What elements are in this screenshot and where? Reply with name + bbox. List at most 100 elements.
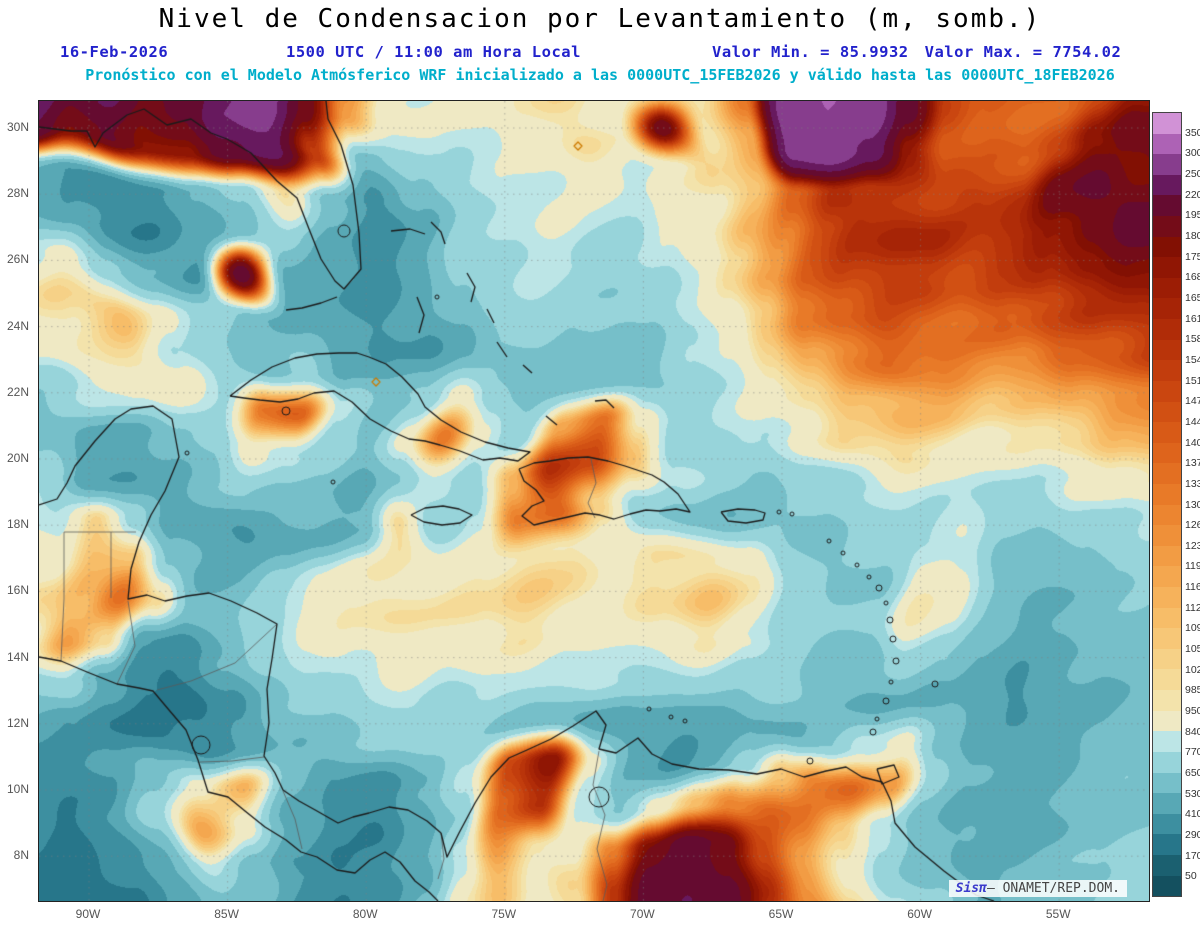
colorbar-cell xyxy=(1153,793,1181,814)
colorbar-cell xyxy=(1153,628,1181,649)
colorbar-tick-label: 3000 xyxy=(1185,147,1200,160)
colorbar-tick-label: 1440 xyxy=(1185,415,1200,428)
value-max: Valor Max. = 7754.02 xyxy=(924,43,1122,61)
colorbar-cell xyxy=(1153,401,1181,423)
watermark-brand: Sisπ xyxy=(955,881,987,896)
colorbar-tick-label: 840 xyxy=(1185,725,1200,738)
colorbar-cell xyxy=(1153,154,1181,175)
colorbar-cell xyxy=(1153,710,1181,732)
colorbar-cell xyxy=(1153,587,1181,608)
colorbar-cell xyxy=(1153,380,1181,402)
colorbar-tick-label: 1750 xyxy=(1185,250,1200,263)
lon-tick-label: 90W xyxy=(75,907,101,921)
colorbar-tick-label: 1405 xyxy=(1185,436,1200,449)
colorbar-tick-label: 1615 xyxy=(1185,312,1200,325)
page-title: Nivel de Condensacion por Levantamiento … xyxy=(158,4,1042,34)
value-min: Valor Min. = 85.9932 xyxy=(712,43,909,61)
colorbar-tick-label: 1265 xyxy=(1185,519,1200,532)
colorbar-cell xyxy=(1153,277,1181,299)
colorbar-cell xyxy=(1153,298,1181,320)
colorbar-cell xyxy=(1153,545,1181,567)
colorbar-tick-label: 1300 xyxy=(1185,498,1200,511)
colorbar-cell xyxy=(1153,834,1181,855)
colorbar-cell xyxy=(1153,690,1181,711)
colorbar-cell xyxy=(1153,669,1181,691)
colorbar-tick-label: 1685 xyxy=(1185,271,1200,284)
colorbar-tick-label: 410 xyxy=(1185,808,1200,821)
colorbar-tick-label: 1160 xyxy=(1185,581,1200,594)
forecast-date: 16-Feb-2026 xyxy=(60,43,169,61)
colorbar-tick-label: 1335 xyxy=(1185,477,1200,490)
colorbar-cell xyxy=(1153,854,1181,876)
colorbar-cell xyxy=(1153,442,1181,464)
lat-tick-label: 20N xyxy=(6,451,29,465)
colorbar-cell xyxy=(1153,504,1181,526)
colorbar-cell xyxy=(1153,772,1181,794)
colorbar-tick-label: 950 xyxy=(1185,705,1200,718)
lon-tick-label: 60W xyxy=(907,907,932,921)
lat-tick-label: 30N xyxy=(6,120,29,134)
colorbar-cell xyxy=(1153,648,1181,670)
colorbar-tick-label: 1370 xyxy=(1185,457,1200,470)
colorbar-tick-label: 1510 xyxy=(1185,374,1200,387)
colorbar-tick-label: 290 xyxy=(1185,829,1200,842)
lat-tick-label: 22N xyxy=(6,384,29,399)
colorbar-tick-label: 530 xyxy=(1185,787,1200,800)
colorbar-cell xyxy=(1153,813,1181,835)
colorbar-tick-label: 1195 xyxy=(1185,560,1200,573)
field-canvas xyxy=(39,101,1149,901)
colorbar-cell xyxy=(1153,360,1181,381)
lon-tick-label: 65W xyxy=(768,907,794,921)
colorbar-tick-label: 170 xyxy=(1185,849,1200,862)
lat-tick-label: 28N xyxy=(6,186,29,201)
colorbar-tick-label: 1545 xyxy=(1185,353,1200,366)
colorbar-tick-label: 770 xyxy=(1185,746,1200,759)
lon-tick-label: 70W xyxy=(630,907,655,921)
lat-tick-label: 18N xyxy=(6,517,29,532)
colorbar-cell xyxy=(1153,525,1181,546)
lat-tick-label: 12N xyxy=(6,715,29,730)
minmax-values: Valor Min. = 85.9932 Valor Max. = 7754.02 xyxy=(712,43,1121,61)
lat-axis: 30N 28N 26N 24N 22N 20N 18N 16N 14N 12N 10N 8N xyxy=(0,100,34,900)
colorbar-cell xyxy=(1153,731,1181,752)
lon-tick-label: 75W xyxy=(491,907,517,921)
colorbar-tick-label: 985 xyxy=(1185,684,1200,697)
lon-tick-label: 85W xyxy=(214,907,239,921)
colorbar-tick-label: 1230 xyxy=(1185,539,1200,552)
colorbar-tick-label: 1055 xyxy=(1185,643,1200,656)
colorbar-labels: 3500 3000 2500 2200 1950 1800 1750 1685 1650 1615… xyxy=(1185,112,1200,897)
colorbar-cell xyxy=(1153,319,1181,340)
colorbar-cell xyxy=(1153,751,1181,773)
colorbar-cell xyxy=(1153,875,1181,897)
colorbar-tick-label: 1650 xyxy=(1185,291,1200,304)
colorbar-cell xyxy=(1153,113,1181,134)
forecast-time: 1500 UTC / 11:00 am Hora Local xyxy=(286,43,581,61)
colorbar-tick-label: 3500 xyxy=(1185,126,1200,139)
colorbar-tick-label: 2500 xyxy=(1185,167,1200,180)
colorbar-tick-label: 650 xyxy=(1185,767,1200,780)
lon-tick-label: 80W xyxy=(352,907,378,921)
colorbar-cell xyxy=(1153,216,1181,237)
colorbar-cell xyxy=(1153,422,1181,443)
colorbar-tick-label: 1580 xyxy=(1185,333,1200,346)
colorbar-cells xyxy=(1152,112,1182,897)
colorbar-tick-label: 1090 xyxy=(1185,622,1200,635)
lon-axis: 90W 85W 80W 75W 70W 65W 60W 55W xyxy=(38,905,1148,923)
colorbar-tick-label: 1475 xyxy=(1185,395,1200,408)
lat-tick-label: 26N xyxy=(6,252,29,267)
colorbar-cell xyxy=(1153,257,1181,278)
colorbar-cell xyxy=(1153,195,1181,217)
watermark-text: – ONAMET/REP.DOM. xyxy=(986,881,1120,896)
colorbar-cell xyxy=(1153,607,1181,629)
colorbar-tick-label: 1020 xyxy=(1185,663,1200,676)
lat-tick-label: 16N xyxy=(6,583,29,598)
lat-tick-label: 10N xyxy=(6,782,29,796)
colorbar-cell xyxy=(1153,463,1181,484)
lat-tick-label: 24N xyxy=(6,318,29,333)
colorbar-cell xyxy=(1153,339,1181,361)
colorbar-tick-label: 1125 xyxy=(1185,601,1200,614)
header-meta-row: 16-Feb-2026 1500 UTC / 11:00 am Hora Loc… xyxy=(0,43,1200,63)
colorbar-cell xyxy=(1153,566,1181,588)
watermark: Sisπ– ONAMET/REP.DOM. xyxy=(948,880,1127,897)
